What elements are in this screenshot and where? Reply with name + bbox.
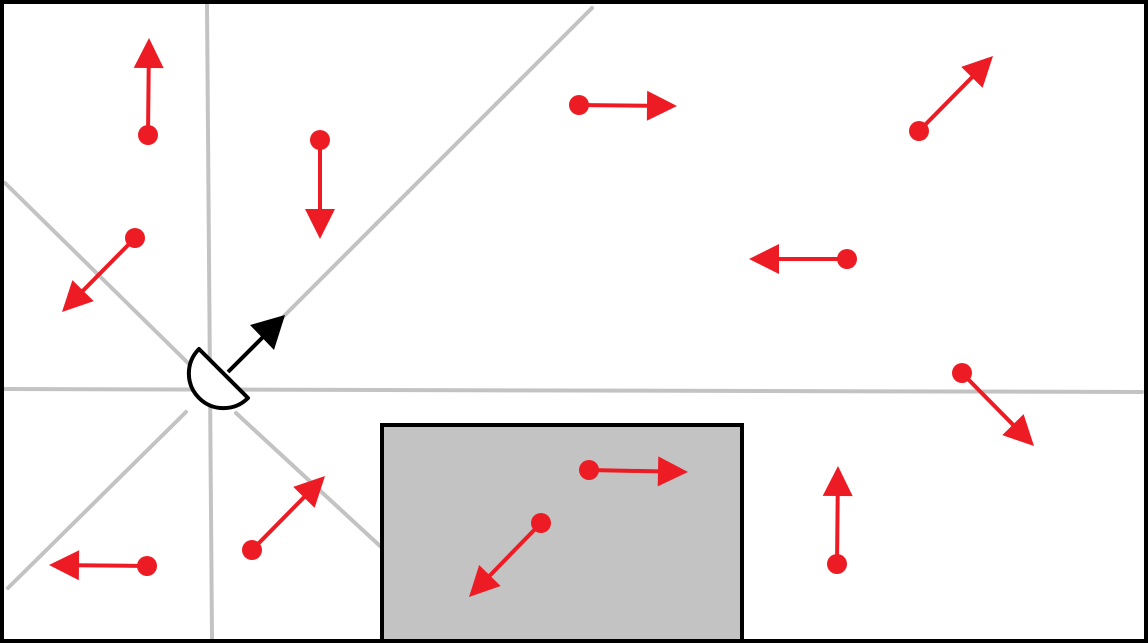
particle-arrow-shaft [77,565,147,566]
particle-dot [579,460,599,480]
particle-dot [569,95,589,115]
particle-arrow-shaft [148,66,149,135]
particle-arrow-shaft [837,494,838,564]
particle-dot [827,554,847,574]
particle-dot [137,556,157,576]
particle-dot [531,513,551,533]
particle-dot [138,125,158,145]
particle-dot [952,363,972,383]
particle-dot [837,249,857,269]
particle-dot [310,130,330,150]
obstacle-box [382,425,742,643]
particle-dot [242,540,262,560]
particle-dot [909,121,929,141]
particle-arrow-shaft [579,105,649,106]
particle-dot [125,228,145,248]
particle-arrow-shaft [589,470,660,471]
